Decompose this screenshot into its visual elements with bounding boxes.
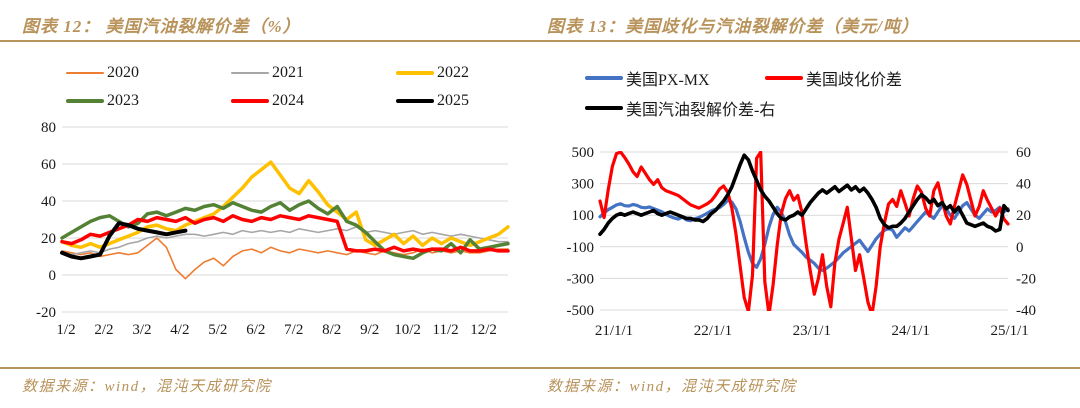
y-axis-tick-label: -300 [567, 271, 595, 287]
legend-item-2025: 2025 [396, 92, 561, 110]
legend-label: 2021 [272, 64, 304, 81]
x-axis-tick-label: 7/2 [284, 322, 303, 338]
right-y-axis-tick-label: 40 [1016, 177, 1031, 193]
x-axis-tick-label: 22/1/1 [694, 323, 732, 339]
y-axis-tick-label: 500 [572, 145, 595, 161]
x-axis-tick-label: 8/2 [322, 322, 341, 338]
x-axis-tick-label: 21/1/1 [595, 323, 633, 339]
series-line-美国歧化价差 [598, 151, 1010, 311]
x-axis-tick-label: 2/2 [94, 322, 113, 338]
legend-item-美国PX-MX: 美国PX-MX [585, 66, 765, 90]
legend-swatch-2023 [66, 99, 104, 103]
series-line-2021 [61, 226, 509, 256]
figure-13-title: 图表 13：美国歧化与汽油裂解价差（美元/吨） [547, 17, 919, 36]
figure-12-source: 数据来源：wind，混沌天成研究院 [22, 379, 272, 395]
x-axis-tick-label: 1/2 [56, 322, 75, 338]
figure-13-panel: 美国PX-MX 美国歧化价差美国汽油裂解价差-右 500 300 100 -100 -30… [545, 8, 1080, 400]
series-line-2020 [61, 237, 509, 280]
px-mx-disproportionation-chart: 500 300 100 -100 -300 -500 60 40 20 0 -20 -40 21/1/1… [567, 145, 1037, 339]
legend-item-2020: 2020 [66, 64, 231, 82]
footer-rule [0, 367, 1080, 369]
legend-label: 2020 [107, 64, 139, 81]
legend-swatch-2024 [231, 99, 269, 103]
figure-12-panel: 2020 2021 2022 2023 2024 2025 80 60 40 20 0 -20 1/2… [20, 8, 532, 400]
y-axis-tick-label: 0 [49, 268, 57, 284]
right-y-axis-tick-label: 0 [1016, 240, 1024, 256]
legend-swatch-2025 [396, 99, 434, 103]
series-line-2025 [60, 221, 188, 261]
x-axis-tick-label: 5/2 [208, 322, 227, 338]
right-y-axis-tick-label: 20 [1016, 208, 1031, 224]
y-axis-tick-label: -100 [567, 240, 595, 256]
gasoline-crack-spread-chart: 80 60 40 20 0 -201/2 2/2 3/2 4/2 5/2 6/2 7/2 8/2 9/2 1… [36, 120, 510, 338]
legend-swatch-2020 [66, 72, 104, 74]
legend-label: 美国歧化价差 [806, 72, 903, 89]
series-line-美国PX-MX [598, 198, 1010, 273]
y-axis-tick-label: 20 [41, 231, 56, 247]
legend-row: 美国汽油裂解价差-右 [585, 96, 775, 120]
legend-label: 2023 [107, 92, 139, 109]
figure-12-title: 图表 12： 美国汽油裂解价差（%） [22, 17, 301, 36]
series-line-2024 [60, 214, 510, 253]
legend-item-美国汽油裂解价差-右: 美国汽油裂解价差-右 [585, 96, 775, 120]
legend-swatch-美国汽油裂解价差-右 [585, 106, 623, 110]
y-axis-tick-label: 300 [572, 177, 595, 193]
title-underline-rule [0, 40, 1080, 42]
legend-label: 2025 [437, 92, 469, 109]
legend-row: 美国PX-MX 美国歧化价差 [585, 66, 945, 90]
legend-swatch-2021 [231, 72, 269, 74]
y-axis-tick-label: -500 [567, 303, 595, 319]
legend-label: 美国PX-MX [626, 72, 710, 89]
y-axis-tick-label: -20 [36, 305, 56, 321]
legend-label: 美国汽油裂解价差-右 [626, 102, 776, 119]
x-axis-tick-label: 23/1/1 [793, 323, 831, 339]
legend-swatch-美国PX-MX [585, 76, 623, 80]
legend-item-2024: 2024 [231, 92, 396, 110]
series-line-美国汽油裂解价差-右 [598, 153, 1010, 236]
x-axis-tick-label: 12/2 [470, 322, 497, 338]
x-axis-tick-label: 24/1/1 [892, 323, 930, 339]
x-axis-tick-label: 25/1/1 [990, 323, 1028, 339]
x-axis-tick-label: 11/2 [433, 322, 459, 338]
legend-row: 2020 2021 2022 [66, 64, 561, 82]
right-y-axis-tick-label: 60 [1016, 145, 1031, 161]
legend-item-2022: 2022 [396, 64, 561, 82]
legend-item-2021: 2021 [231, 64, 396, 82]
x-axis-tick-label: 6/2 [246, 322, 265, 338]
y-axis-tick-label: 60 [41, 157, 56, 173]
figure-13-source: 数据来源：wind，混沌天成研究院 [547, 379, 797, 395]
x-axis-tick-label: 3/2 [132, 322, 151, 338]
series-line-2022 [60, 160, 510, 250]
right-y-axis-tick-label: -40 [1016, 303, 1036, 319]
x-axis-tick-label: 10/2 [394, 322, 421, 338]
legend-swatch-2022 [396, 71, 434, 75]
legend-item-美国歧化价差: 美国歧化价差 [765, 66, 945, 90]
y-axis-tick-label: 100 [572, 208, 595, 224]
legend-label: 2024 [272, 92, 304, 109]
x-axis-tick-label: 4/2 [170, 322, 189, 338]
legend-item-2023: 2023 [66, 92, 231, 110]
x-axis-tick-label: 9/2 [360, 322, 379, 338]
legend-label: 2022 [437, 64, 469, 81]
y-axis-tick-label: 40 [41, 194, 56, 210]
y-axis-tick-label: 80 [41, 120, 56, 136]
legend-swatch-美国歧化价差 [765, 76, 803, 80]
right-y-axis-tick-label: -20 [1016, 271, 1036, 287]
legend-row: 2023 2024 2025 [66, 92, 561, 110]
